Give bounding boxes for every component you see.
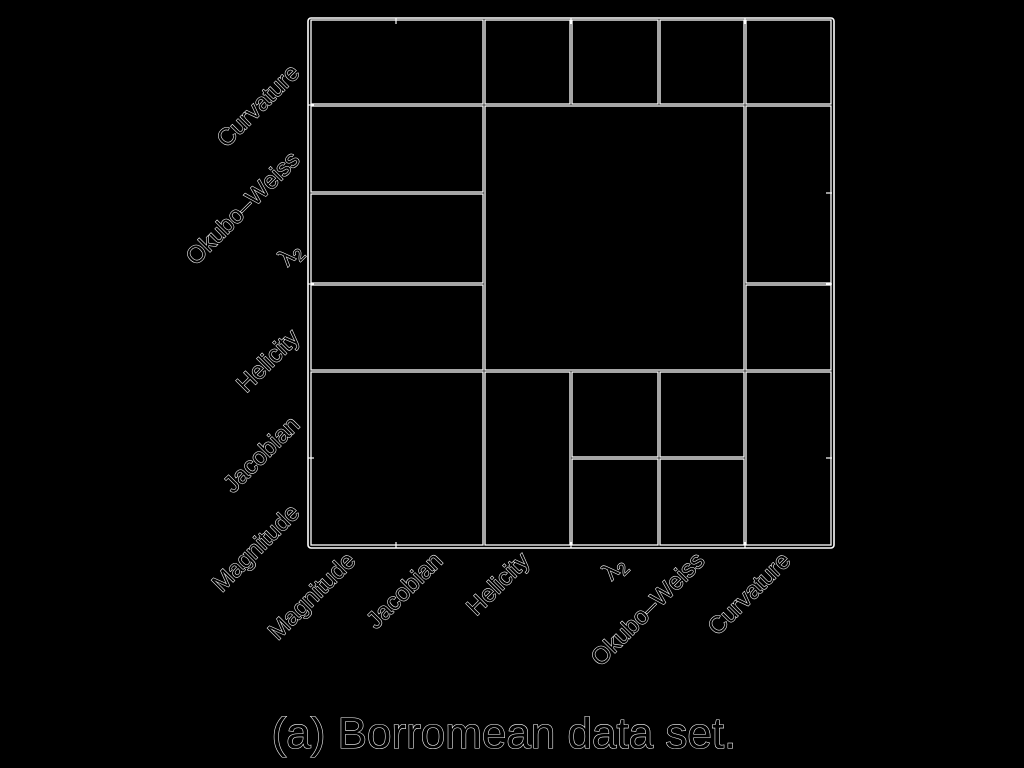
bottom-okubo-jacobian-block [659, 371, 745, 458]
bottom-right-block [745, 371, 832, 546]
right-helicity-block [745, 284, 832, 371]
matrix-grid [308, 18, 832, 548]
top-helicity-block [484, 19, 571, 105]
bottom-lambda2-jacobian-block [571, 371, 659, 458]
top-right-block [745, 19, 832, 105]
figure-caption: (a) Borromean data set. [272, 709, 737, 758]
bottom-left-block [310, 371, 484, 546]
bottom-okubo-magnitude-block [659, 458, 745, 546]
okubo-left-block [310, 105, 484, 193]
bottom-helicity-block [484, 371, 571, 546]
top-left-block [310, 19, 484, 105]
bottom-lambda2-magnitude-block [571, 458, 659, 546]
top-lambda2-block [571, 19, 659, 105]
matrix-outer-frame [307, 17, 835, 549]
right-upper-block [745, 105, 832, 284]
helicity-left-block [310, 284, 484, 371]
center-large-block [484, 105, 745, 371]
top-okubo-block [659, 19, 745, 105]
lambda2-left-block [310, 193, 484, 284]
